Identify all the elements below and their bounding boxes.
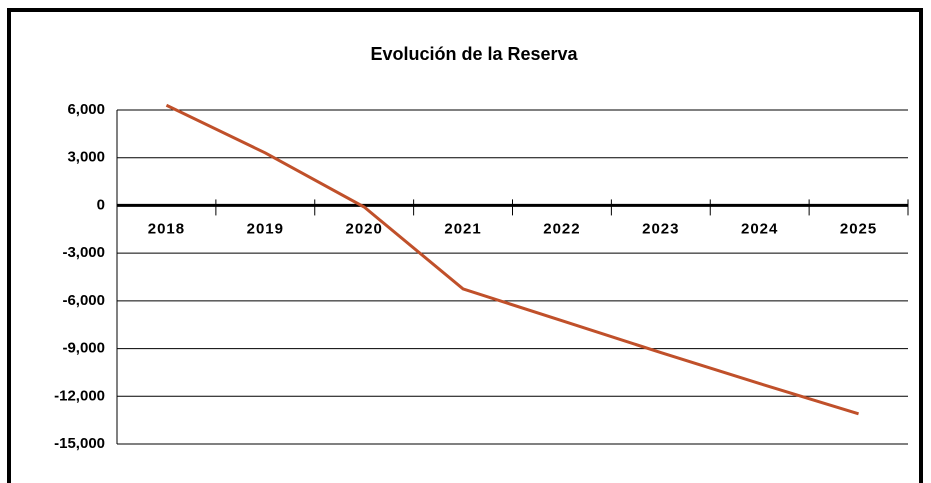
y-tick-label: 3,000	[67, 149, 105, 166]
y-tick-label: -12,000	[54, 387, 105, 404]
x-tick-label: 2018	[148, 220, 185, 237]
y-tick-label: -3,000	[62, 244, 105, 261]
y-tick-label: -15,000	[54, 435, 105, 452]
chart-title: Evolución de la Reserva	[370, 44, 578, 64]
data-line	[165, 103, 860, 416]
x-tick-label: 2023	[642, 220, 679, 237]
y-tick-label: 0	[97, 196, 105, 213]
x-tick-label: 2020	[346, 220, 383, 237]
x-tick-label: 2022	[543, 220, 580, 237]
y-tick-label: -6,000	[62, 292, 105, 309]
frame	[7, 8, 923, 483]
x-tick-label: 2025	[840, 220, 877, 237]
y-tick-label: -9,000	[62, 340, 105, 357]
x-tick-label: 2019	[247, 220, 284, 237]
y-tick-label: 6,000	[67, 101, 105, 118]
x-tick-label: 2024	[741, 220, 778, 237]
x-tick-label: 2021	[444, 220, 481, 237]
